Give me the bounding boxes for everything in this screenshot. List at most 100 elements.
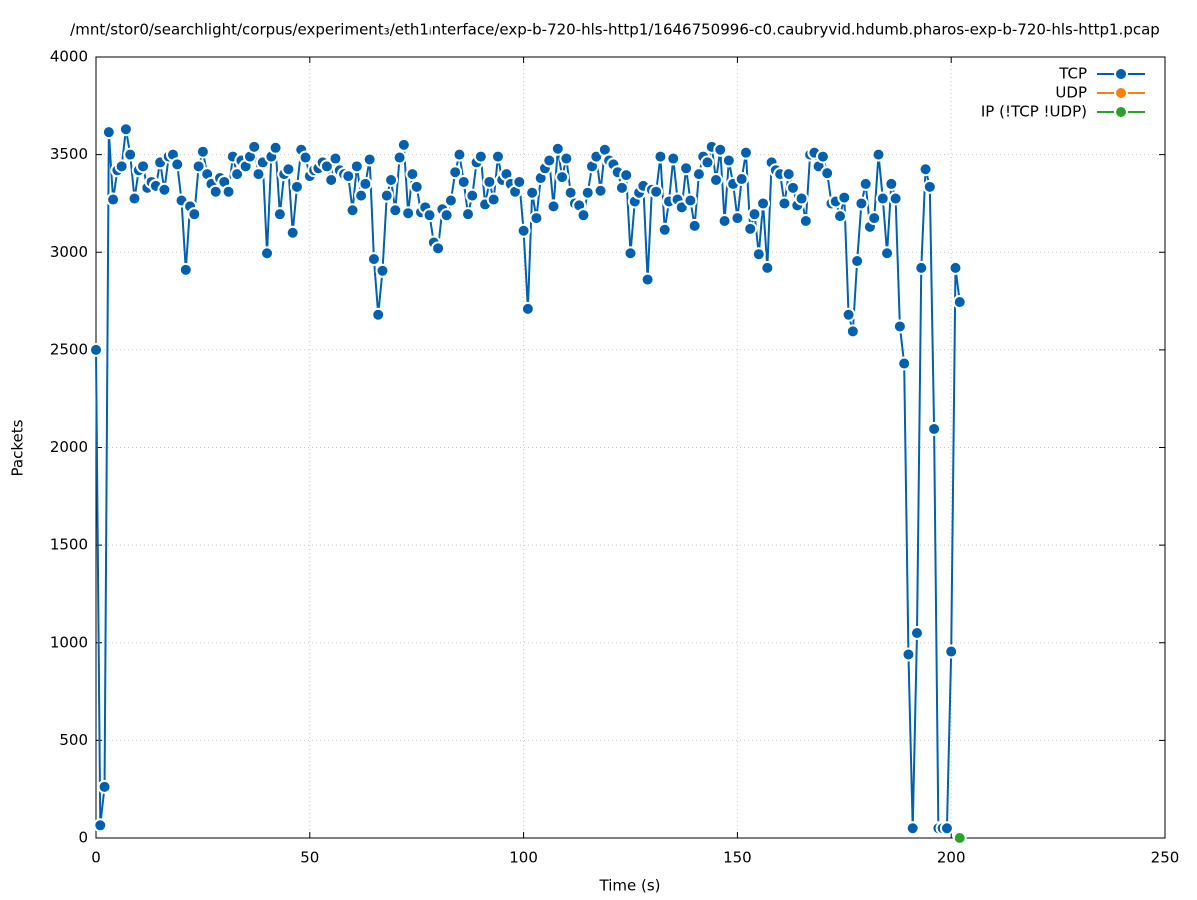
data-point bbox=[388, 203, 403, 218]
data-point bbox=[880, 246, 895, 261]
data-point bbox=[362, 152, 377, 167]
legend-label: IP (!TCP !UDP) bbox=[981, 103, 1087, 121]
data-point bbox=[734, 172, 749, 187]
legend-marker bbox=[1114, 86, 1128, 100]
data-point bbox=[512, 174, 527, 189]
data-point bbox=[730, 211, 745, 226]
data-point bbox=[845, 324, 860, 339]
data-point bbox=[653, 149, 668, 164]
y-tick-label: 4000 bbox=[50, 48, 88, 66]
data-point bbox=[794, 191, 809, 206]
x-tick-label: 0 bbox=[91, 849, 101, 867]
data-point bbox=[576, 208, 591, 223]
data-point bbox=[392, 150, 407, 165]
data-point bbox=[614, 180, 629, 195]
data-point bbox=[187, 207, 202, 222]
data-point bbox=[529, 211, 544, 226]
data-point bbox=[905, 821, 920, 836]
data-point bbox=[486, 192, 501, 207]
data-point bbox=[268, 140, 283, 155]
data-point bbox=[691, 167, 706, 182]
data-point bbox=[687, 218, 702, 233]
data-point bbox=[747, 207, 762, 222]
data-point bbox=[482, 174, 497, 189]
data-point bbox=[820, 166, 835, 181]
data-point bbox=[319, 159, 334, 174]
data-point bbox=[927, 421, 942, 436]
data-point bbox=[833, 209, 848, 224]
data-point bbox=[666, 151, 681, 166]
data-point bbox=[371, 307, 386, 322]
data-point bbox=[909, 625, 924, 640]
data-point bbox=[713, 142, 728, 157]
data-point bbox=[871, 147, 886, 162]
data-point bbox=[431, 241, 446, 256]
data-point bbox=[738, 145, 753, 160]
data-point bbox=[208, 184, 223, 199]
y-tick-label: 1500 bbox=[50, 536, 88, 554]
data-point bbox=[452, 147, 467, 162]
data-point bbox=[93, 818, 108, 833]
data-point bbox=[623, 246, 638, 261]
data-point bbox=[341, 169, 356, 184]
data-point bbox=[123, 147, 138, 162]
data-point bbox=[375, 263, 390, 278]
data-point bbox=[756, 196, 771, 211]
data-point bbox=[717, 214, 732, 229]
y-tick-label: 500 bbox=[59, 731, 88, 749]
data-point bbox=[593, 183, 608, 198]
y-axis-label: Packets bbox=[9, 419, 27, 476]
data-point bbox=[298, 150, 313, 165]
data-point bbox=[473, 149, 488, 164]
data-point bbox=[328, 151, 343, 166]
data-point bbox=[858, 176, 873, 191]
data-point bbox=[901, 647, 916, 662]
data-point bbox=[490, 149, 505, 164]
data-point bbox=[546, 199, 561, 214]
data-point bbox=[948, 260, 963, 275]
data-point bbox=[349, 159, 364, 174]
data-point bbox=[260, 246, 275, 261]
data-point bbox=[456, 174, 471, 189]
data-point bbox=[281, 162, 296, 177]
data-point bbox=[580, 185, 595, 200]
data-point bbox=[118, 122, 133, 137]
data-point bbox=[867, 211, 882, 226]
data-point bbox=[97, 779, 112, 794]
data-point bbox=[781, 167, 796, 182]
data-point bbox=[106, 192, 121, 207]
data-point bbox=[178, 262, 193, 277]
legend-label: TCP bbox=[1058, 65, 1087, 83]
data-point bbox=[649, 184, 664, 199]
data-point bbox=[114, 159, 129, 174]
data-point bbox=[884, 176, 899, 191]
data-point bbox=[700, 155, 715, 170]
data-point bbox=[914, 260, 929, 275]
data-point bbox=[944, 644, 959, 659]
data-point bbox=[918, 162, 933, 177]
data-point bbox=[358, 176, 373, 191]
data-point bbox=[289, 179, 304, 194]
data-point bbox=[709, 173, 724, 188]
x-tick-label: 100 bbox=[509, 849, 538, 867]
data-point bbox=[777, 196, 792, 211]
y-tick-label: 0 bbox=[78, 829, 88, 847]
data-point bbox=[366, 252, 381, 267]
y-tick-label: 2000 bbox=[50, 438, 88, 456]
data-point bbox=[939, 821, 954, 836]
x-tick-label: 250 bbox=[1151, 849, 1180, 867]
data-point bbox=[384, 173, 399, 188]
data-point bbox=[922, 179, 937, 194]
data-point bbox=[892, 319, 907, 334]
legend-marker bbox=[1114, 105, 1128, 119]
data-point bbox=[743, 221, 758, 236]
data-point bbox=[230, 167, 245, 182]
data-point bbox=[888, 191, 903, 206]
data-point bbox=[272, 207, 287, 222]
y-tick-label: 2500 bbox=[50, 340, 88, 358]
data-point bbox=[195, 144, 210, 159]
data-point bbox=[439, 208, 454, 223]
data-point bbox=[396, 137, 411, 152]
data-point bbox=[657, 222, 672, 237]
data-point bbox=[516, 223, 531, 238]
